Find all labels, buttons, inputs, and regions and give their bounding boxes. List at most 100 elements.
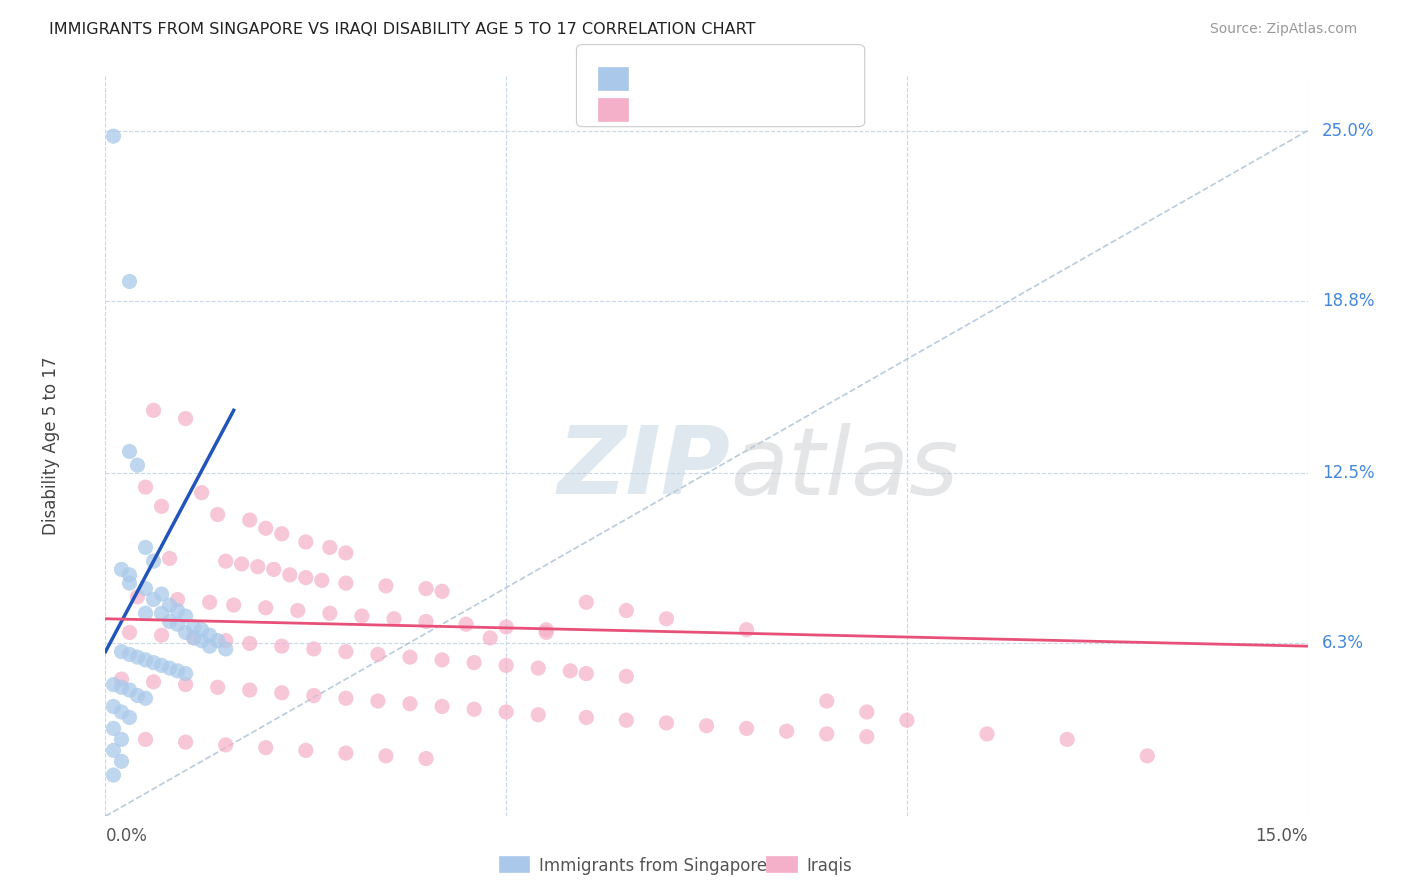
Point (735, 623, 758, 637)
Point (855, 705, 877, 719)
Text: Immigrants from Singapore: Immigrants from Singapore (540, 857, 768, 875)
Point (118, 683, 141, 698)
Point (302, 689, 325, 703)
Point (198, 639, 221, 653)
Point (103, 743, 125, 757)
Point (103, 677, 125, 691)
Point (350, 609, 373, 624)
Point (270, 686, 292, 700)
Point (495, 658, 517, 673)
Point (142, 674, 165, 689)
Point (319, 541, 342, 555)
Text: Disability Age 5 to 17: Disability Age 5 to 17 (42, 357, 60, 535)
Point (1136, 748, 1159, 763)
Point (575, 666, 598, 681)
Point (263, 562, 285, 576)
Point (207, 508, 229, 522)
Point (454, 617, 477, 632)
Point (110, 562, 132, 576)
Point (214, 554, 236, 568)
Point (110, 681, 132, 695)
Text: 18.8%: 18.8% (1322, 292, 1375, 310)
Point (367, 648, 389, 662)
Point (159, 661, 181, 675)
Point (135, 480, 157, 494)
Point (463, 702, 485, 716)
Point (214, 738, 236, 752)
Point (430, 584, 453, 599)
Point (815, 694, 838, 708)
Point (335, 546, 357, 560)
Text: 15.0%: 15.0% (1256, 827, 1308, 846)
Text: 25.0%: 25.0% (1322, 121, 1375, 140)
Point (110, 645, 132, 659)
Point (150, 587, 173, 601)
Point (127, 650, 149, 665)
Point (166, 664, 188, 678)
Point (382, 612, 405, 626)
Point (127, 689, 149, 703)
Point (287, 603, 309, 617)
Point (150, 628, 173, 642)
Point (207, 633, 229, 648)
Point (135, 582, 157, 596)
Point (278, 567, 301, 582)
Text: 6.3%: 6.3% (1322, 634, 1364, 652)
Point (190, 633, 212, 648)
Point (103, 699, 125, 714)
Point (527, 661, 550, 675)
Point (527, 707, 550, 722)
Point (399, 650, 422, 665)
Point (142, 656, 165, 670)
Point (335, 691, 357, 706)
Point (174, 735, 197, 749)
Point (239, 513, 262, 527)
Point (166, 603, 188, 617)
Point (110, 672, 132, 686)
Point (575, 595, 598, 609)
Point (776, 724, 799, 739)
Point (198, 595, 221, 609)
Text: ZIP: ZIP (558, 422, 731, 514)
Point (150, 658, 173, 673)
Point (118, 567, 141, 582)
Point (214, 633, 236, 648)
Point (815, 727, 838, 741)
Point (575, 710, 598, 724)
Point (367, 694, 389, 708)
Point (135, 732, 157, 747)
Point (896, 713, 918, 727)
Point (616, 669, 638, 683)
Point (415, 582, 437, 596)
Point (166, 592, 188, 607)
Point (142, 554, 165, 568)
Point (135, 541, 157, 555)
Text: R =   0.312   N =   50: R = 0.312 N = 50 (643, 52, 821, 70)
Point (207, 681, 229, 695)
Point (319, 607, 342, 621)
Point (174, 677, 197, 691)
Text: Source: ZipAtlas.com: Source: ZipAtlas.com (1209, 22, 1357, 37)
Point (103, 722, 125, 736)
Point (135, 607, 157, 621)
Point (159, 615, 181, 629)
Point (399, 697, 422, 711)
Point (855, 730, 877, 744)
Point (302, 641, 325, 656)
Point (295, 535, 318, 549)
Point (335, 576, 357, 591)
Point (118, 648, 141, 662)
Point (295, 743, 318, 757)
Point (127, 458, 149, 473)
Point (142, 403, 165, 417)
Point (335, 645, 357, 659)
Point (174, 666, 197, 681)
Point (103, 129, 125, 144)
Point (239, 683, 262, 698)
Point (335, 746, 357, 760)
Point (135, 691, 157, 706)
Point (190, 485, 212, 500)
Point (374, 748, 398, 763)
Point (198, 628, 221, 642)
Point (655, 612, 678, 626)
